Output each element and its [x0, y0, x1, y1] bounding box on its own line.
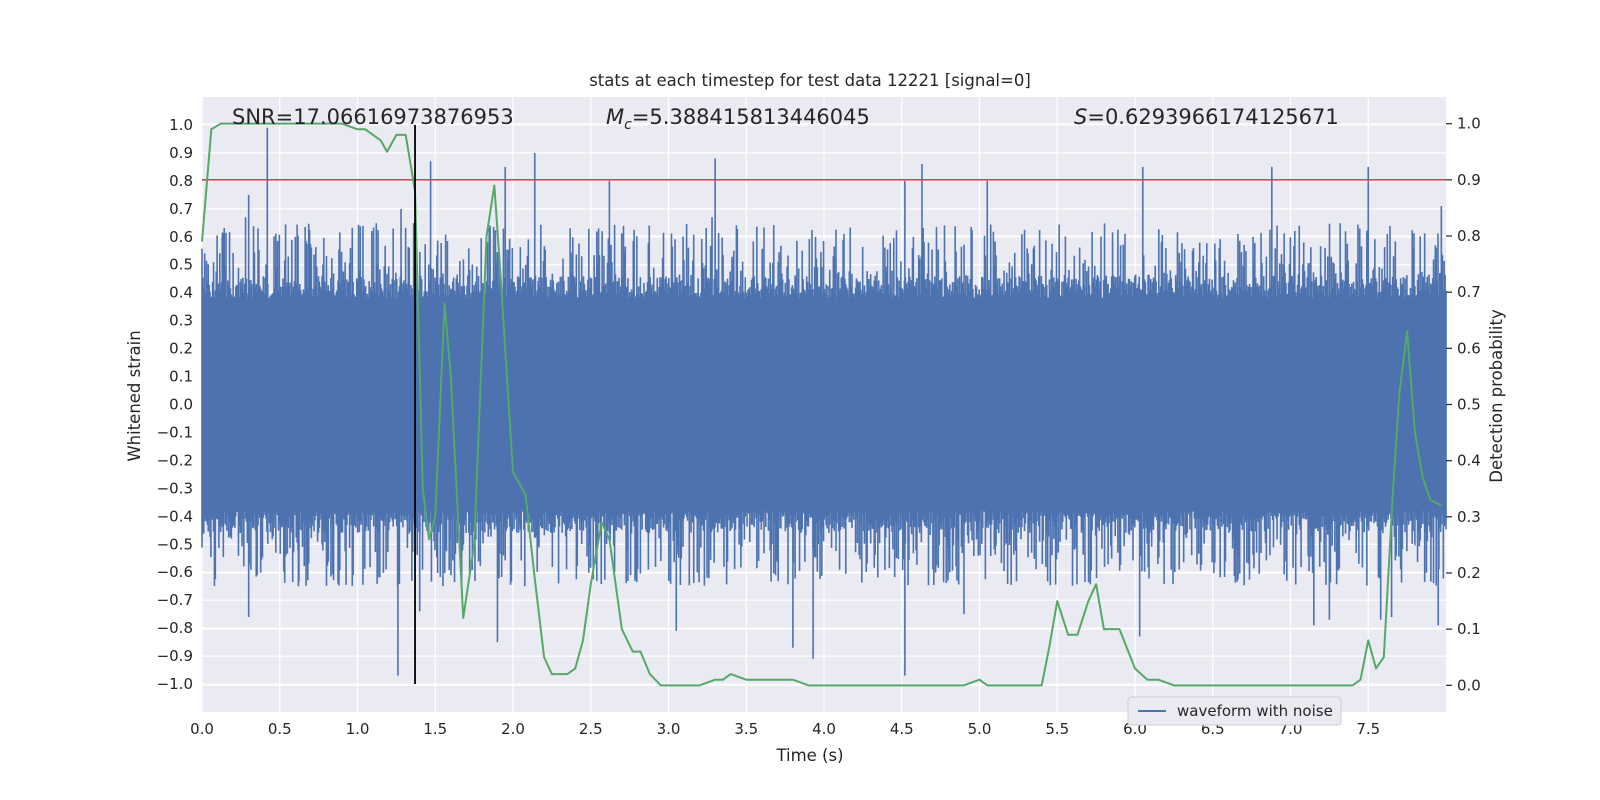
- x-tick-label: 1.0: [346, 720, 370, 738]
- y-tick-label: 0.1: [169, 368, 193, 386]
- x-tick-label: 2.5: [579, 720, 603, 738]
- y2-tick-label: 0.6: [1457, 339, 1481, 357]
- y2-tick-label: 0.8: [1457, 227, 1481, 245]
- x-tick-label: 7.5: [1356, 720, 1380, 738]
- snr-annotation: SNR=17.06616973876953: [232, 105, 514, 129]
- y2-tick-label: 0.4: [1457, 452, 1481, 470]
- y2-tick-label: 0.5: [1457, 396, 1481, 414]
- legend-label: waveform with noise: [1177, 702, 1333, 720]
- detection-probability-line: [201, 122, 1442, 687]
- y-axis-label: Whitened strain: [125, 330, 144, 461]
- y-tick-label: −0.1: [157, 423, 193, 441]
- y2-tick-label: 0.7: [1457, 283, 1481, 301]
- y-tick-label: −0.3: [157, 479, 193, 497]
- x-tick-label: 2.0: [501, 720, 525, 738]
- y-tick-label: −0.8: [157, 619, 193, 637]
- x-axis-label: Time (s): [775, 746, 843, 765]
- y-tick-label: −0.7: [157, 591, 193, 609]
- x-tick-label: 0.5: [268, 720, 292, 738]
- y-tick-label: −1.0: [157, 675, 193, 693]
- x-tick-label: 1.5: [423, 720, 447, 738]
- y-tick-label: −0.6: [157, 563, 193, 581]
- y2-tick-label: 0.1: [1457, 620, 1481, 638]
- y2-tick-label: 0.0: [1457, 676, 1481, 694]
- waveform-series: [201, 127, 1447, 676]
- mc-annotation: Mc=5.388415813446045: [606, 105, 870, 133]
- y-tick-label: 0.7: [169, 200, 193, 218]
- x-tick-label: 4.0: [812, 720, 836, 738]
- x-tick-label: 5.0: [968, 720, 992, 738]
- s-annotation: S=0.6293966174125671: [1074, 105, 1339, 129]
- chart-title: stats at each timestep for test data 122…: [589, 71, 1031, 90]
- y-tick-label: 0.2: [169, 340, 193, 358]
- y-tick-label: −0.9: [157, 647, 193, 665]
- x-tick-label: 5.5: [1045, 720, 1069, 738]
- y-tick-label: 0.8: [169, 172, 193, 190]
- x-tick-label: 3.0: [657, 720, 681, 738]
- legend: waveform with noise: [1127, 696, 1342, 726]
- y-tick-label: 0.6: [169, 228, 193, 246]
- y2-tick-label: 1.0: [1457, 115, 1481, 133]
- legend-box: [1127, 696, 1342, 726]
- y-tick-label: −0.4: [157, 507, 193, 525]
- y-tick-label: 0.3: [169, 312, 193, 330]
- x-tick-label: 0.0: [190, 720, 214, 738]
- waveform-dense-band: [202, 315, 1446, 494]
- y-tick-label: 0.5: [169, 256, 193, 274]
- x-tick-label: 4.5: [890, 720, 914, 738]
- x-tick-label: 3.5: [734, 720, 758, 738]
- y-tick-label: −0.5: [157, 535, 193, 553]
- y-tick-label: 0.0: [169, 396, 193, 414]
- y2-tick-label: 0.3: [1457, 508, 1481, 526]
- y-tick-label: 1.0: [169, 116, 193, 134]
- y-tick-label: 0.4: [169, 284, 193, 302]
- y-tick-label: −0.2: [157, 451, 193, 469]
- y2-tick-label: 0.9: [1457, 171, 1481, 189]
- y2-tick-label: 0.2: [1457, 564, 1481, 582]
- y-tick-label: 0.9: [169, 144, 193, 162]
- y2-axis-label: Detection probability: [1487, 309, 1506, 483]
